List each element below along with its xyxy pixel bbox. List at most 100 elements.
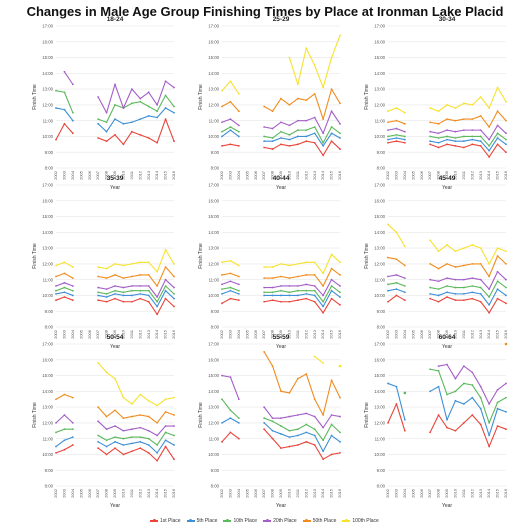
data-point-1st-place bbox=[271, 299, 274, 302]
data-point-10th-place bbox=[156, 110, 159, 113]
data-point-1st-place bbox=[114, 447, 116, 450]
y-tick-label: 16:00 bbox=[374, 39, 385, 44]
data-point-1st-place bbox=[105, 140, 108, 143]
data-point-100th-place bbox=[288, 56, 291, 59]
data-point-20th-place bbox=[479, 385, 482, 388]
data-point-5th-place bbox=[313, 294, 316, 297]
y-tick-label: 11:00 bbox=[375, 118, 386, 123]
x-tick-label: 2014 bbox=[154, 488, 159, 498]
data-point-20th-place bbox=[221, 121, 223, 124]
data-point-100th-place bbox=[496, 86, 499, 89]
data-point-5th-place bbox=[496, 137, 499, 139]
data-point-50th-place bbox=[55, 398, 57, 401]
series-line-5th-place bbox=[97, 439, 175, 454]
data-point-1st-place bbox=[454, 299, 457, 302]
data-point-20th-place bbox=[322, 426, 325, 429]
x-tick-label: 2003 bbox=[393, 488, 398, 498]
data-point-50th-place bbox=[164, 410, 167, 413]
y-tick-label: 14:00 bbox=[208, 230, 219, 235]
data-point-10th-place bbox=[130, 102, 133, 105]
data-point-100th-place bbox=[403, 245, 406, 248]
data-point-5th-place bbox=[97, 440, 100, 443]
y-tick-label: 8:00 bbox=[45, 325, 54, 330]
y-tick-label: 11:00 bbox=[209, 436, 220, 441]
data-point-50th-place bbox=[263, 105, 266, 108]
data-point-20th-place bbox=[63, 70, 66, 73]
legend-swatch bbox=[263, 518, 272, 522]
legend-label: 20th Place bbox=[273, 518, 297, 524]
x-axis-label: Year bbox=[276, 185, 286, 191]
data-point-10th-place bbox=[97, 118, 100, 120]
y-tick-label: 15:00 bbox=[208, 55, 219, 60]
data-point-1st-place bbox=[471, 143, 474, 146]
data-point-10th-place bbox=[505, 286, 507, 289]
data-point-1st-place bbox=[330, 453, 333, 456]
data-point-1st-place bbox=[462, 299, 465, 302]
data-point-5th-place bbox=[147, 115, 150, 117]
legend-item: 20th Place bbox=[263, 518, 297, 524]
data-point-100th-place bbox=[479, 96, 482, 98]
y-tick-label: 16:00 bbox=[208, 357, 219, 362]
data-point-1st-place bbox=[97, 299, 100, 302]
x-tick-label: 2007 bbox=[95, 488, 100, 498]
data-point-100th-place bbox=[237, 264, 240, 267]
data-point-20th-place bbox=[147, 285, 150, 287]
data-point-20th-place bbox=[479, 278, 482, 281]
data-point-50th-place bbox=[462, 118, 465, 120]
data-point-10th-place bbox=[429, 286, 432, 289]
x-tick-label: 2006 bbox=[253, 488, 258, 498]
y-axis-label: Finish Time bbox=[32, 84, 38, 110]
y-tick-label: 16:00 bbox=[42, 39, 53, 44]
x-tick-label: 2008 bbox=[270, 170, 275, 180]
data-point-5th-place bbox=[322, 450, 325, 453]
data-point-20th-place bbox=[446, 277, 448, 279]
data-point-20th-place bbox=[437, 365, 440, 367]
data-point-1st-place bbox=[395, 140, 398, 143]
series-line-50th-place bbox=[429, 255, 507, 278]
data-point-1st-place bbox=[387, 141, 389, 144]
data-point-5th-place bbox=[114, 440, 116, 443]
data-point-50th-place bbox=[504, 342, 508, 346]
x-axis-label: Year bbox=[110, 344, 120, 350]
data-point-100th-place bbox=[164, 398, 167, 401]
x-tick-label: 2005 bbox=[244, 170, 249, 180]
data-point-100th-place bbox=[429, 239, 432, 242]
series-line-100th-place bbox=[288, 34, 341, 89]
data-point-50th-place bbox=[288, 277, 291, 279]
data-point-100th-place bbox=[147, 261, 150, 264]
data-point-10th-place bbox=[471, 135, 474, 138]
data-point-20th-place bbox=[271, 417, 274, 420]
data-point-1st-place bbox=[156, 141, 159, 144]
x-tick-label: 2016 bbox=[337, 329, 342, 339]
data-point-100th-place bbox=[488, 107, 491, 109]
data-point-1st-place bbox=[313, 444, 316, 446]
data-point-20th-place bbox=[403, 130, 406, 133]
data-point-20th-place bbox=[156, 434, 159, 437]
data-point-100th-place bbox=[164, 248, 167, 251]
legend-item: 100th Place bbox=[342, 518, 379, 524]
data-point-50th-place bbox=[395, 119, 398, 122]
data-point-5th-place bbox=[71, 436, 74, 438]
data-point-10th-place bbox=[164, 431, 167, 434]
series-line-1st-place bbox=[429, 143, 507, 158]
data-point-100th-place bbox=[105, 371, 108, 374]
data-point-100th-place bbox=[173, 262, 175, 265]
data-point-5th-place bbox=[471, 138, 474, 141]
data-point-100th-place bbox=[446, 103, 448, 106]
data-point-1st-place bbox=[122, 300, 125, 303]
y-tick-label: 10:00 bbox=[42, 452, 53, 457]
x-tick-label: 2016 bbox=[503, 170, 508, 180]
data-point-1st-place bbox=[446, 143, 448, 146]
y-axis-label: Finish Time bbox=[32, 243, 38, 269]
data-point-50th-place bbox=[130, 415, 133, 418]
data-point-20th-place bbox=[164, 425, 167, 427]
y-tick-label: 17:00 bbox=[208, 183, 219, 188]
data-point-5th-place bbox=[221, 135, 223, 138]
y-tick-label: 14:00 bbox=[374, 389, 385, 394]
x-tick-label: 2004 bbox=[402, 170, 407, 180]
data-point-10th-place bbox=[147, 437, 150, 440]
data-point-1st-place bbox=[462, 421, 465, 424]
x-tick-label: 2009 bbox=[112, 170, 117, 180]
x-tick-label: 2009 bbox=[278, 488, 283, 498]
data-point-20th-place bbox=[462, 278, 465, 281]
